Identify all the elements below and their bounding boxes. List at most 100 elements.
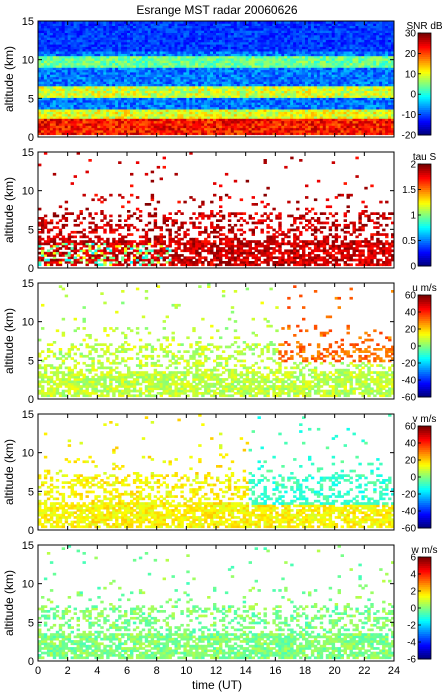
heatmap-cell — [49, 32, 54, 36]
heatmap-cell — [97, 76, 101, 80]
heatmap-cell — [254, 125, 258, 129]
heatmap-cell — [73, 48, 77, 52]
heatmap-cell — [132, 90, 137, 94]
heatmap-cell — [58, 116, 63, 119]
heatmap-cell — [198, 41, 202, 45]
heatmap-cell — [227, 37, 232, 40]
heatmap-cell — [162, 21, 166, 24]
heatmap-cell — [308, 90, 312, 94]
heatmap-cell — [213, 116, 217, 119]
heatmap-cell — [165, 72, 169, 75]
heatmap-cell — [76, 74, 80, 78]
heatmap-cell — [100, 39, 104, 43]
heatmap-cell — [219, 88, 223, 91]
heatmap-cell — [64, 79, 69, 82]
heatmap-cell — [224, 83, 229, 87]
heatmap-cell — [94, 86, 98, 89]
heatmap-cell — [165, 51, 169, 54]
heatmap-cell — [313, 53, 318, 57]
heatmap-cell — [58, 76, 63, 80]
heatmap-cell — [227, 60, 232, 64]
heatmap-cell — [239, 62, 244, 66]
heatmap-cell — [135, 34, 140, 38]
heatmap-cell — [257, 104, 261, 108]
heatmap-cell — [115, 69, 119, 73]
heatmap-cell — [236, 30, 241, 33]
heatmap-cell — [91, 51, 95, 54]
heatmap-cell — [224, 65, 229, 68]
heatmap-cell — [61, 125, 66, 129]
heatmap-cell — [239, 34, 244, 38]
heatmap-cell — [245, 53, 250, 57]
heatmap-cell — [168, 86, 172, 89]
heatmap-cell — [171, 48, 175, 52]
heatmap-cell — [290, 97, 294, 101]
heatmap-cell — [132, 53, 137, 57]
heatmap-cell — [49, 62, 54, 66]
heatmap-cell — [233, 83, 238, 87]
heatmap-cell — [221, 130, 226, 133]
heatmap-cell — [91, 123, 95, 126]
heatmap-cell — [322, 104, 327, 108]
heatmap-cell — [118, 104, 122, 108]
heatmap-cell — [49, 25, 54, 29]
heatmap-cell — [156, 74, 161, 78]
heatmap-cell — [91, 118, 95, 122]
heatmap-cell — [180, 53, 184, 57]
heatmap-cell — [302, 95, 306, 98]
heatmap-cell — [221, 39, 226, 43]
heatmap-cell — [284, 118, 288, 122]
heatmap-cell — [130, 116, 134, 119]
heatmap-cell — [67, 34, 72, 38]
heatmap-cell — [278, 30, 282, 33]
heatmap-cell — [201, 81, 205, 84]
heatmap-cell — [305, 41, 309, 45]
heatmap-cell — [109, 74, 113, 78]
heatmap-cell — [156, 120, 161, 124]
heatmap-cell — [257, 92, 261, 96]
heatmap-cell — [132, 79, 137, 82]
heatmap-cell — [287, 83, 291, 87]
heatmap-cell — [213, 62, 217, 66]
heatmap-cell — [79, 55, 83, 59]
heatmap-cell — [319, 111, 324, 115]
heatmap-cell — [127, 120, 131, 124]
heatmap-cell — [171, 127, 175, 131]
heatmap-cell — [216, 65, 220, 68]
heatmap-cell — [272, 37, 276, 40]
heatmap-cell — [171, 51, 175, 54]
heatmap-cell — [73, 25, 77, 29]
heatmap-cell — [91, 120, 95, 124]
heatmap-cell — [313, 118, 318, 122]
heatmap-cell — [239, 53, 244, 57]
heatmap-cell — [144, 62, 149, 66]
heatmap-cell — [183, 23, 187, 26]
heatmap-cell — [310, 86, 315, 89]
heatmap-cell — [278, 125, 282, 129]
heatmap-cell — [55, 55, 60, 59]
heatmap-cell — [61, 81, 66, 84]
heatmap-cell — [144, 95, 149, 98]
heatmap-cell — [281, 46, 285, 50]
heatmap-cell — [254, 79, 258, 82]
heatmap-cell — [313, 90, 318, 94]
heatmap-cell — [144, 102, 149, 105]
heatmap-cell — [41, 60, 45, 64]
heatmap-cell — [168, 92, 172, 96]
heatmap-cell — [302, 32, 306, 36]
heatmap-cell — [281, 39, 285, 43]
heatmap-cell — [135, 125, 140, 129]
heatmap-cell — [233, 102, 238, 105]
heatmap-cell — [43, 130, 48, 133]
heatmap-cell — [76, 37, 80, 40]
heatmap-cell — [331, 116, 336, 119]
heatmap-cell — [153, 120, 158, 124]
heatmap-cell — [219, 99, 223, 103]
heatmap-cell — [266, 90, 270, 94]
heatmap-cell — [174, 104, 178, 108]
heatmap-cell — [91, 55, 95, 59]
heatmap-cell — [278, 67, 282, 71]
heatmap-cell — [284, 123, 288, 126]
heatmap-cell — [159, 116, 163, 119]
heatmap-cell — [251, 37, 255, 40]
